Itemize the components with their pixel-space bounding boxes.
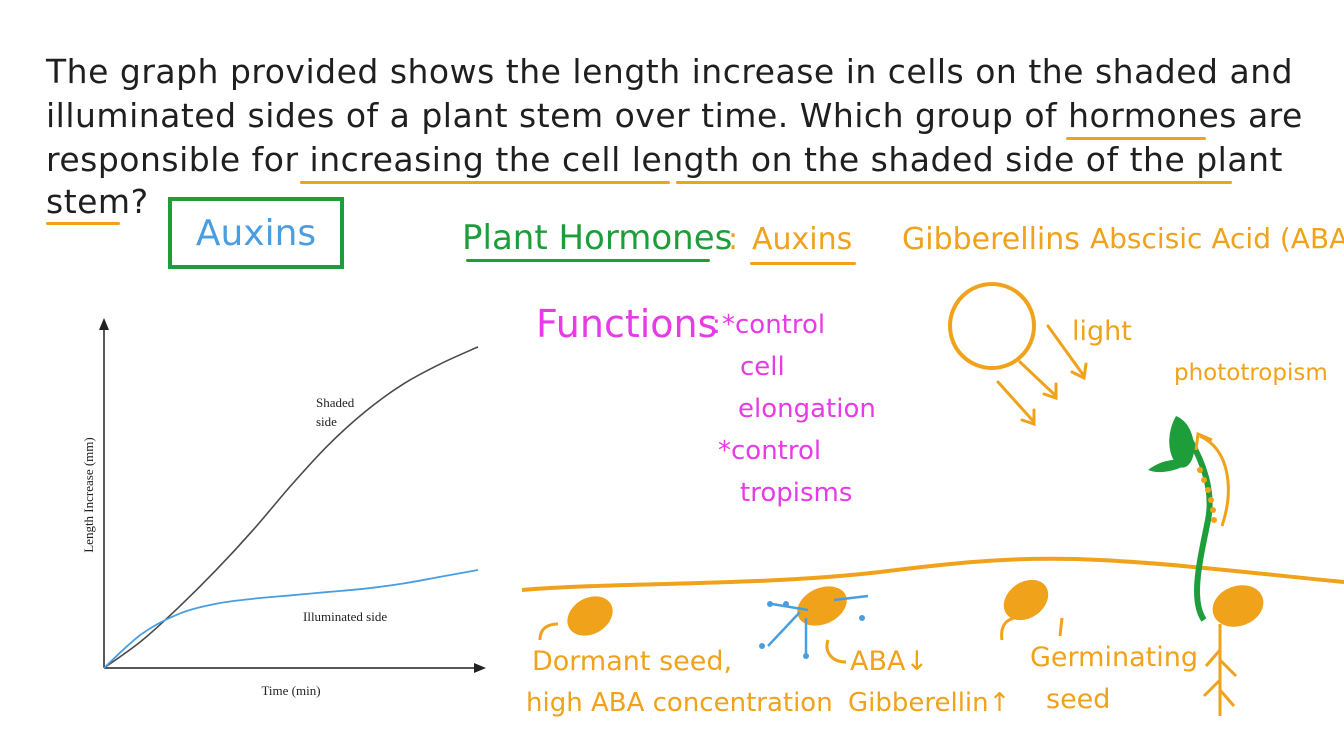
y-axis-arrow-icon (99, 318, 109, 330)
underline-plant-hormones (466, 259, 710, 262)
underline-shaded-side (676, 181, 1232, 184)
answer-text: Auxins (195, 212, 317, 254)
length-increase-chart: Shaded side Illuminated side Time (min) … (81, 318, 486, 698)
question-line-2: illuminated sides of a plant stem over t… (46, 96, 1303, 135)
light-arrows-icon (996, 324, 1088, 427)
germinating-label-1: Germinating (1030, 642, 1198, 673)
x-axis-arrow-icon (474, 663, 486, 673)
hormone-dots-icon (759, 601, 865, 659)
functions-title: Functions (536, 302, 718, 346)
underline-increasing (300, 181, 670, 184)
sun-icon (948, 282, 1036, 370)
phototropism-label: phototropism (1174, 360, 1328, 386)
question-line-4: stem? (46, 182, 149, 221)
question-line-1: The graph provided shows the length incr… (46, 52, 1294, 91)
series-label-illuminated: Illuminated side (303, 609, 387, 624)
aba-pointer (825, 639, 847, 664)
hormone-auxins: Auxins (752, 222, 853, 257)
germinating-root-icon (1000, 616, 1015, 641)
soil-line (521, 556, 1344, 592)
dormant-seed-label-2: high ABA concentration (526, 688, 833, 718)
seedling-roots-icon (1202, 624, 1238, 716)
dormant-seed-pointer (538, 622, 559, 641)
phototropism-arrowhead-icon (1194, 431, 1213, 451)
light-label: light (1072, 316, 1132, 347)
plant-hormones-colon: : (728, 222, 739, 257)
chart-y-axis-label: Length Increase (mm) (81, 437, 96, 553)
functions-colon: : (712, 310, 721, 340)
question-line-3: responsible for increasing the cell leng… (46, 140, 1283, 179)
germinating-pointer (1058, 617, 1064, 637)
gibberellin-label: Gibberellin↑ (848, 688, 1011, 718)
auxin-dots-icon (1197, 467, 1217, 523)
germinating-label-2: seed (1046, 684, 1111, 715)
series-shaded-side-line (103, 346, 479, 669)
underline-stem (46, 222, 120, 225)
series-label-shaded-2: side (316, 414, 337, 429)
underline-auxins (750, 262, 856, 265)
function-line-3: elongation (738, 394, 876, 424)
dormant-seed-label-1: Dormant seed, (532, 646, 733, 677)
function-line-2: cell (740, 352, 785, 382)
series-label-shaded-1: Shaded (316, 395, 355, 410)
hormone-gibberellins: Gibberellins (902, 222, 1080, 257)
series-illuminated-side-line (103, 569, 479, 669)
germinating-seed-icon (1003, 579, 1049, 621)
answer-box: Auxins (168, 197, 344, 269)
phototropism-arrow-icon (1199, 434, 1230, 527)
function-line-4: *control (718, 436, 822, 466)
seedling-seed-icon (1212, 585, 1264, 627)
middle-seed-icon (797, 586, 847, 626)
function-line-1: *control (722, 310, 826, 340)
underline-hormones (1066, 137, 1206, 140)
seedling-tip-icon (1169, 416, 1195, 468)
hormone-flow-arrows-icon (767, 594, 869, 654)
seedling-stem-icon (1187, 438, 1213, 622)
hormone-aba: Abscisic Acid (ABA) (1090, 222, 1344, 255)
seedling-leaf-icon (1148, 459, 1186, 473)
dormant-seed-icon (567, 596, 613, 636)
chart-x-axis-label: Time (min) (261, 683, 320, 698)
function-line-5: tropisms (740, 478, 853, 508)
aba-label: ABA↓ (850, 646, 929, 677)
plant-hormones-title: Plant Hormones (462, 218, 733, 258)
